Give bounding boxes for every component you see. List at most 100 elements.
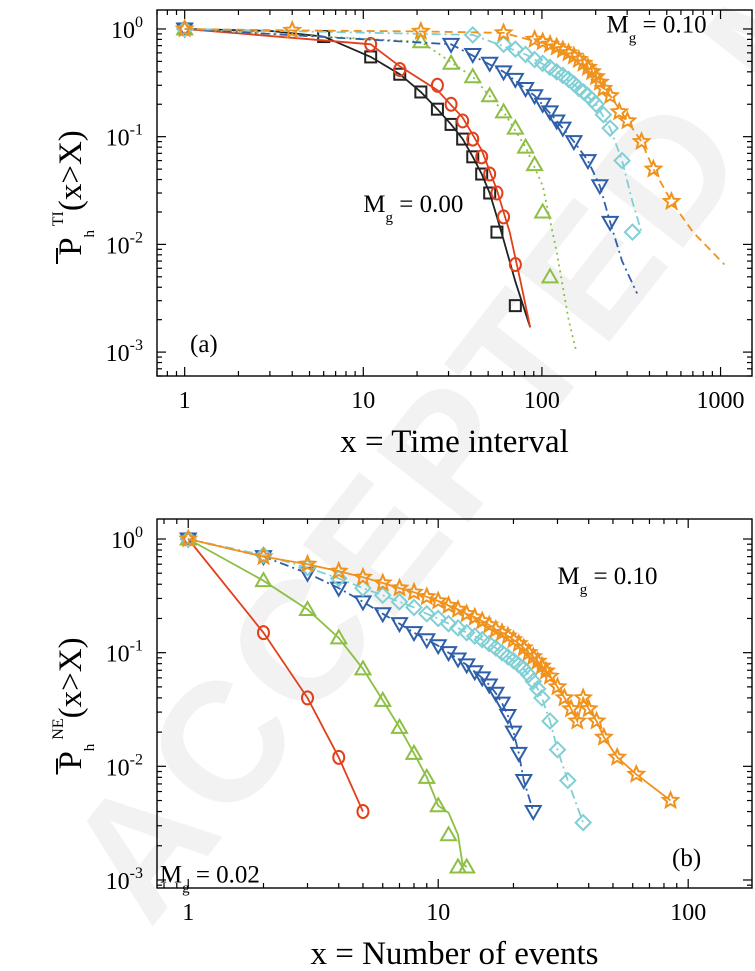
- annotation-tail: = 0.10: [587, 563, 657, 590]
- data-point-diamond: [506, 40, 525, 59]
- y-tick-base: 10: [106, 755, 130, 781]
- data-point-star: [527, 650, 548, 670]
- data-point-star: [328, 560, 349, 580]
- data-point-circle: [393, 62, 407, 78]
- panel-label-a: (a): [190, 331, 218, 358]
- data-point-star: [297, 553, 318, 573]
- data-point-triangle-down: [463, 47, 482, 64]
- y-tick-label: 100: [111, 14, 143, 44]
- data-point-star: [586, 710, 607, 730]
- data-point-star: [352, 566, 374, 586]
- data-point-triangle-down: [441, 37, 461, 54]
- data-point-circle: [483, 166, 497, 182]
- data-point-triangle-up: [411, 32, 431, 49]
- x-axis-label: x = Time interval: [340, 424, 569, 460]
- data-point-diamond: [594, 105, 613, 124]
- data-point-circle: [301, 690, 315, 706]
- data-point-star: [493, 22, 514, 42]
- data-point-triangle-down: [553, 121, 573, 138]
- data-point-diamond: [541, 712, 559, 731]
- x-tick-label: 1: [179, 388, 191, 414]
- data-point-circle: [490, 185, 504, 201]
- data-point-diamond: [519, 665, 538, 684]
- y-tick-exponent: 0: [135, 524, 143, 541]
- data-point-star: [573, 687, 594, 707]
- data-point-square: [393, 67, 407, 81]
- data-point-triangle-up: [441, 53, 461, 70]
- data-point-diamond: [405, 598, 423, 617]
- data-point-triangle-up: [448, 857, 468, 874]
- x-tick-label: 1000: [697, 388, 745, 414]
- data-point-triangle-down: [480, 678, 499, 695]
- data-point-triangle-up: [457, 857, 476, 874]
- data-point-square: [444, 117, 458, 131]
- y-tick-base: 10: [106, 869, 130, 895]
- data-point-diamond: [439, 614, 458, 633]
- data-point-star: [577, 56, 599, 76]
- data-point-star: [416, 586, 437, 606]
- data-point-diamond: [373, 586, 392, 605]
- data-point-star: [617, 110, 638, 130]
- data-point-triangle-up: [494, 102, 513, 119]
- x-tick-label: 100: [670, 900, 706, 926]
- annotation-sub: g: [580, 582, 588, 598]
- data-point-star: [593, 77, 614, 98]
- data-point-star: [539, 665, 561, 685]
- data-point-triangle-down: [373, 607, 392, 624]
- y-tick-label: 10-3: [106, 337, 143, 367]
- annotation-main: M: [160, 862, 182, 889]
- data-point-triangle-down: [492, 696, 512, 713]
- data-point-star: [578, 698, 599, 718]
- y-label-sup: NE: [50, 718, 67, 743]
- data-point-diamond: [587, 95, 605, 114]
- y-tick-label: 100: [111, 524, 143, 554]
- data-point-square: [483, 186, 497, 200]
- data-point-diamond: [516, 45, 535, 64]
- data-point-diamond: [528, 679, 547, 698]
- data-point-triangle-down: [533, 97, 552, 114]
- series-green: [179, 529, 476, 874]
- data-point-star: [174, 18, 195, 38]
- x-axis-label: x = Number of events: [310, 936, 598, 971]
- plot-frame: [156, 518, 753, 889]
- data-point-triangle-down: [524, 805, 543, 822]
- data-point-triangle-up: [439, 825, 458, 842]
- y-tick-base: 10: [106, 126, 130, 152]
- data-point-triangle-up: [480, 86, 499, 103]
- series-line-red: [187, 538, 364, 812]
- data-point-triangle-up: [390, 717, 409, 734]
- data-point-star: [607, 746, 628, 766]
- data-point-diamond: [548, 740, 567, 759]
- data-point-diamond: [354, 579, 372, 598]
- data-point-square: [466, 150, 480, 164]
- data-point-star: [600, 85, 621, 105]
- data-point-star: [403, 581, 425, 601]
- annotation-sub: g: [182, 881, 190, 897]
- data-point-star: [631, 131, 652, 151]
- data-point-diamond: [623, 223, 642, 242]
- y-tick-base: 10: [106, 642, 130, 668]
- data-point-diamond: [524, 672, 543, 691]
- y-tick-label: 10-3: [106, 865, 143, 895]
- annotation-tail: = 0.10: [636, 11, 706, 38]
- data-point-triangle-up: [516, 137, 535, 154]
- data-point-triangle-down: [540, 105, 560, 122]
- y-label-sub: h: [82, 743, 98, 751]
- data-point-triangle-down: [564, 135, 584, 152]
- y-tick-base: 10: [111, 18, 135, 44]
- y-tick-exponent: -3: [130, 337, 143, 354]
- y-axis-label: Ph TI(x>X): [50, 130, 98, 256]
- data-point-square: [414, 85, 428, 99]
- annotation-tail: = 0.02: [190, 862, 260, 889]
- y-tick-label: 10-2: [106, 229, 143, 259]
- y-tick-base: 10: [106, 233, 130, 259]
- data-point-triangle-down: [525, 89, 544, 106]
- series-line-orange: [184, 28, 726, 266]
- data-point-triangle-down: [480, 56, 499, 73]
- series-orange: [178, 528, 681, 810]
- data-point-square: [475, 167, 489, 181]
- data-point-star: [253, 546, 274, 566]
- data-point-triangle-down: [578, 154, 598, 171]
- data-point-triangle-up: [463, 67, 482, 84]
- data-point-star: [582, 61, 603, 81]
